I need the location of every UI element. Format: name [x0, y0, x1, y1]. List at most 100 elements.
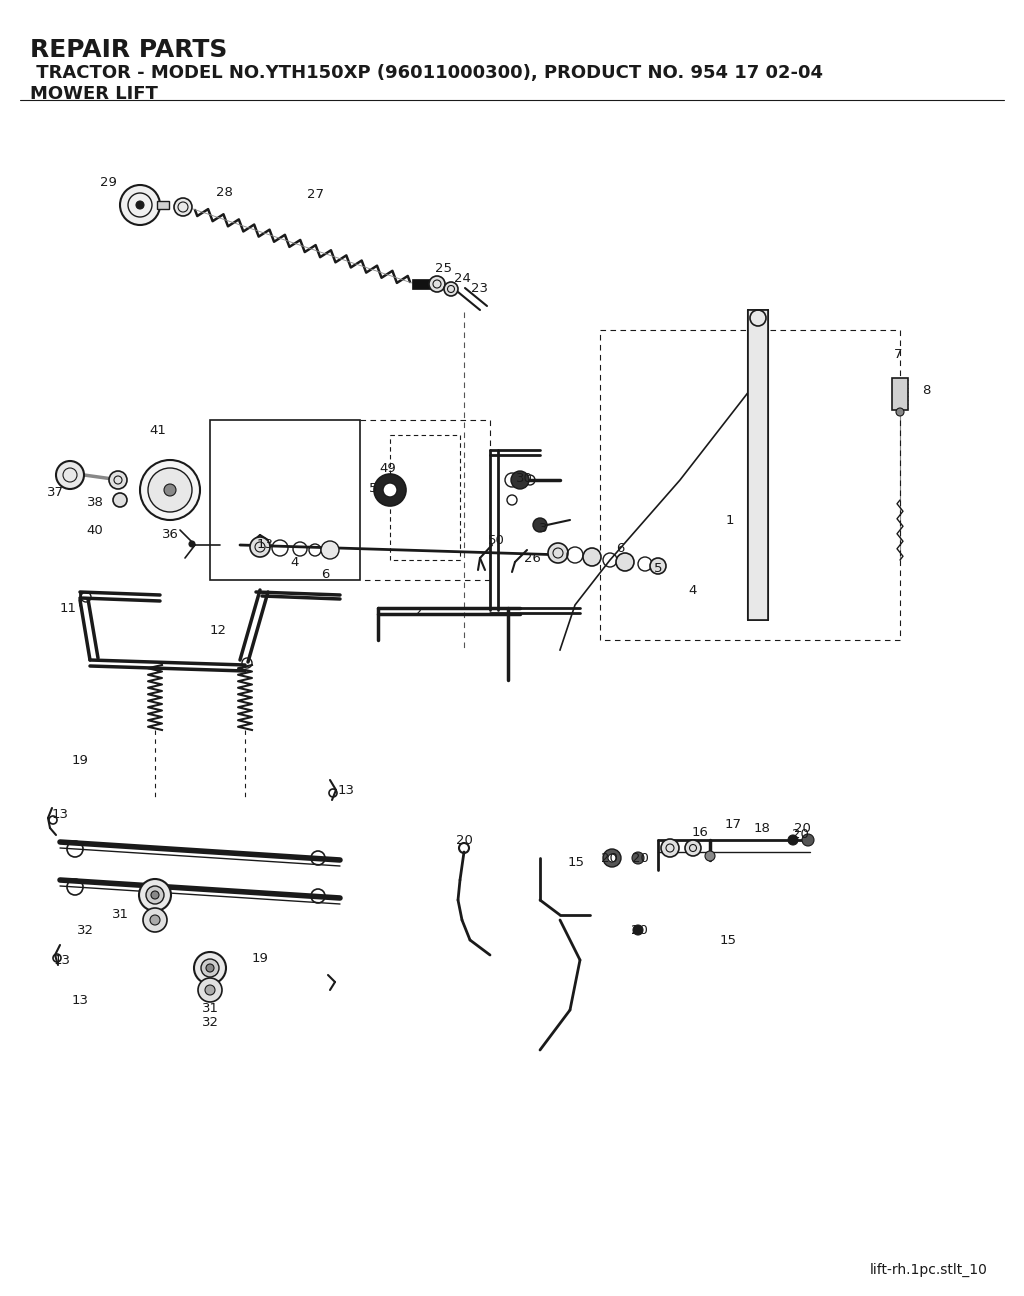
Text: 26: 26	[523, 552, 541, 565]
Circle shape	[603, 849, 621, 867]
Circle shape	[383, 483, 397, 496]
Circle shape	[174, 198, 193, 216]
Text: 4: 4	[291, 556, 299, 569]
Circle shape	[201, 959, 219, 977]
Text: 11: 11	[59, 601, 77, 614]
Circle shape	[150, 915, 160, 925]
Circle shape	[120, 185, 160, 226]
Circle shape	[250, 537, 270, 557]
Circle shape	[650, 559, 666, 574]
Circle shape	[444, 283, 458, 295]
Text: 20: 20	[792, 828, 808, 841]
Text: 31: 31	[112, 908, 128, 921]
Circle shape	[56, 461, 84, 489]
Circle shape	[429, 276, 445, 292]
Text: 30: 30	[515, 472, 532, 485]
Text: 6: 6	[321, 569, 329, 582]
Text: 15: 15	[567, 855, 585, 868]
Circle shape	[548, 543, 568, 562]
Polygon shape	[155, 478, 185, 502]
Circle shape	[583, 548, 601, 566]
Circle shape	[148, 468, 193, 512]
Text: 5: 5	[653, 561, 663, 574]
Circle shape	[206, 964, 214, 972]
Text: 38: 38	[87, 496, 103, 509]
Circle shape	[705, 851, 715, 861]
Circle shape	[321, 540, 339, 559]
Text: 36: 36	[162, 529, 178, 542]
Circle shape	[198, 978, 222, 1002]
Text: 32: 32	[77, 924, 93, 937]
Text: 24: 24	[454, 271, 470, 285]
Text: 27: 27	[307, 188, 325, 201]
Circle shape	[662, 839, 679, 857]
Text: MOWER LIFT: MOWER LIFT	[30, 86, 158, 102]
Text: 28: 28	[216, 187, 232, 200]
Text: 4: 4	[689, 583, 697, 596]
Bar	[157, 201, 169, 209]
Text: 18: 18	[754, 822, 770, 835]
Text: 13: 13	[51, 809, 69, 822]
Circle shape	[109, 470, 127, 489]
Text: 23: 23	[471, 281, 488, 294]
Circle shape	[136, 201, 144, 209]
Circle shape	[194, 953, 226, 984]
Text: 3: 3	[539, 521, 547, 534]
Text: 8: 8	[922, 384, 930, 397]
Text: 13: 13	[72, 994, 88, 1007]
Circle shape	[164, 483, 176, 496]
Text: 7: 7	[894, 349, 902, 362]
Text: 15: 15	[720, 933, 736, 946]
Circle shape	[205, 985, 215, 995]
Text: 20: 20	[632, 851, 648, 864]
Circle shape	[896, 408, 904, 416]
Circle shape	[633, 925, 643, 934]
Text: 50: 50	[487, 534, 505, 547]
Circle shape	[146, 886, 164, 905]
Text: 49: 49	[380, 461, 396, 474]
Text: 20: 20	[600, 851, 617, 864]
Text: 13: 13	[53, 954, 71, 967]
Text: 37: 37	[46, 486, 63, 499]
Text: lift-rh.1pc.stlt_10: lift-rh.1pc.stlt_10	[870, 1262, 988, 1277]
Circle shape	[788, 835, 798, 845]
Circle shape	[608, 854, 616, 862]
Text: 32: 32	[202, 1016, 218, 1029]
Text: 13: 13	[256, 539, 273, 552]
Circle shape	[151, 892, 159, 899]
Text: 13: 13	[338, 784, 354, 797]
Bar	[412, 279, 432, 289]
Text: 40: 40	[87, 524, 103, 537]
Circle shape	[802, 835, 814, 846]
Circle shape	[140, 460, 200, 520]
Text: 16: 16	[691, 826, 709, 839]
Circle shape	[511, 470, 529, 489]
Text: 19: 19	[72, 753, 88, 766]
Circle shape	[616, 553, 634, 572]
Circle shape	[632, 851, 644, 864]
Text: 2: 2	[414, 605, 422, 618]
Text: 25: 25	[435, 262, 453, 275]
Circle shape	[139, 879, 171, 911]
Text: 20: 20	[794, 822, 810, 835]
Text: 29: 29	[99, 176, 117, 189]
Bar	[892, 378, 908, 410]
Text: 20: 20	[456, 833, 472, 846]
Text: 20: 20	[631, 924, 647, 937]
Circle shape	[685, 840, 701, 855]
Text: 5: 5	[369, 482, 377, 495]
Text: 17: 17	[725, 819, 741, 832]
Circle shape	[374, 474, 406, 505]
Text: 31: 31	[202, 1002, 218, 1015]
Text: 19: 19	[252, 951, 268, 964]
Text: 6: 6	[615, 542, 625, 555]
Text: 41: 41	[150, 424, 167, 437]
Bar	[748, 310, 768, 619]
Text: 1: 1	[726, 513, 734, 526]
Text: 12: 12	[210, 623, 226, 636]
Circle shape	[113, 492, 127, 507]
Text: TRACTOR - MODEL NO.YTH150XP (96011000300), PRODUCT NO. 954 17 02-04: TRACTOR - MODEL NO.YTH150XP (96011000300…	[30, 64, 823, 82]
Text: REPAIR PARTS: REPAIR PARTS	[30, 38, 227, 62]
Circle shape	[534, 518, 547, 531]
Circle shape	[189, 540, 195, 547]
